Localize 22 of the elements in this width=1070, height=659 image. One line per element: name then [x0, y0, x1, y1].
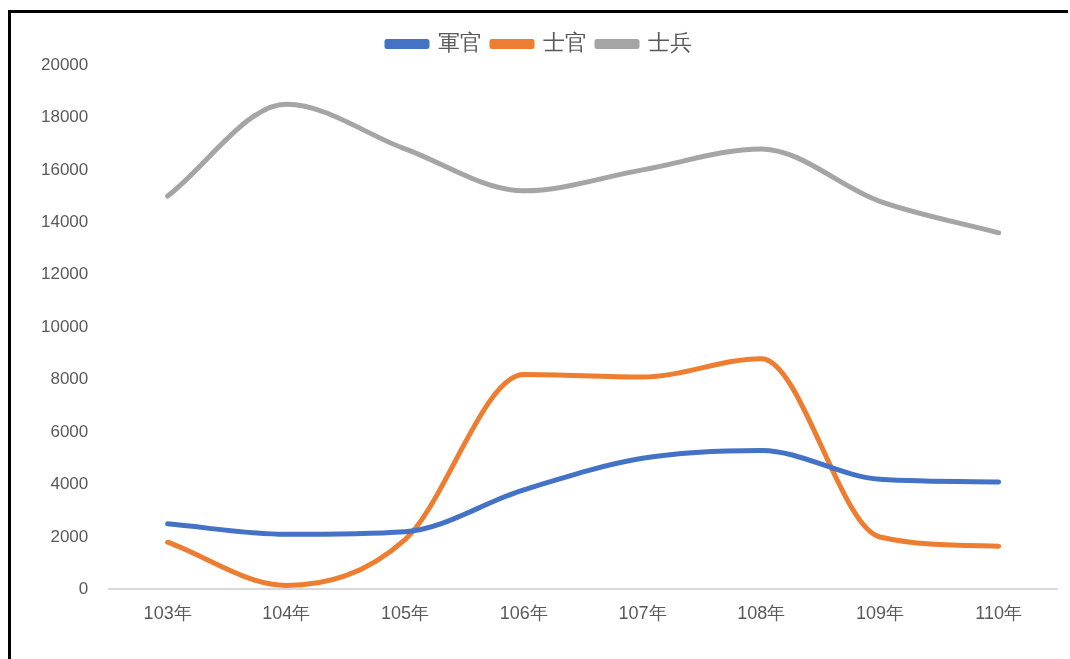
- x-tick-label: 103年: [143, 603, 192, 624]
- x-tick-label: 104年: [262, 603, 311, 624]
- x-tick-label: 105年: [381, 603, 430, 624]
- y-tick-label: 18000: [40, 107, 89, 127]
- y-tick-label: 16000: [40, 159, 89, 179]
- x-tick-label: 107年: [618, 603, 667, 624]
- y-tick-label: 6000: [50, 421, 89, 441]
- x-tick-label: 108年: [737, 603, 786, 624]
- x-tick-label: 106年: [499, 603, 548, 624]
- x-tick-label: 109年: [855, 603, 904, 624]
- y-tick-label: 20000: [40, 54, 89, 74]
- x-tick-label: 110年: [975, 603, 1022, 624]
- y-tick-label: 10000: [40, 316, 89, 336]
- legend-label: 士兵: [648, 30, 692, 56]
- legend-label: 軍官: [438, 30, 482, 56]
- y-tick-label: 14000: [40, 212, 89, 232]
- legend-label: 士官: [543, 30, 587, 56]
- y-tick-label: 4000: [50, 474, 89, 494]
- y-tick-label: 8000: [50, 369, 89, 389]
- y-tick-label: 12000: [40, 264, 89, 284]
- y-tick-label: 2000: [50, 526, 89, 546]
- y-tick-label: 0: [78, 579, 89, 599]
